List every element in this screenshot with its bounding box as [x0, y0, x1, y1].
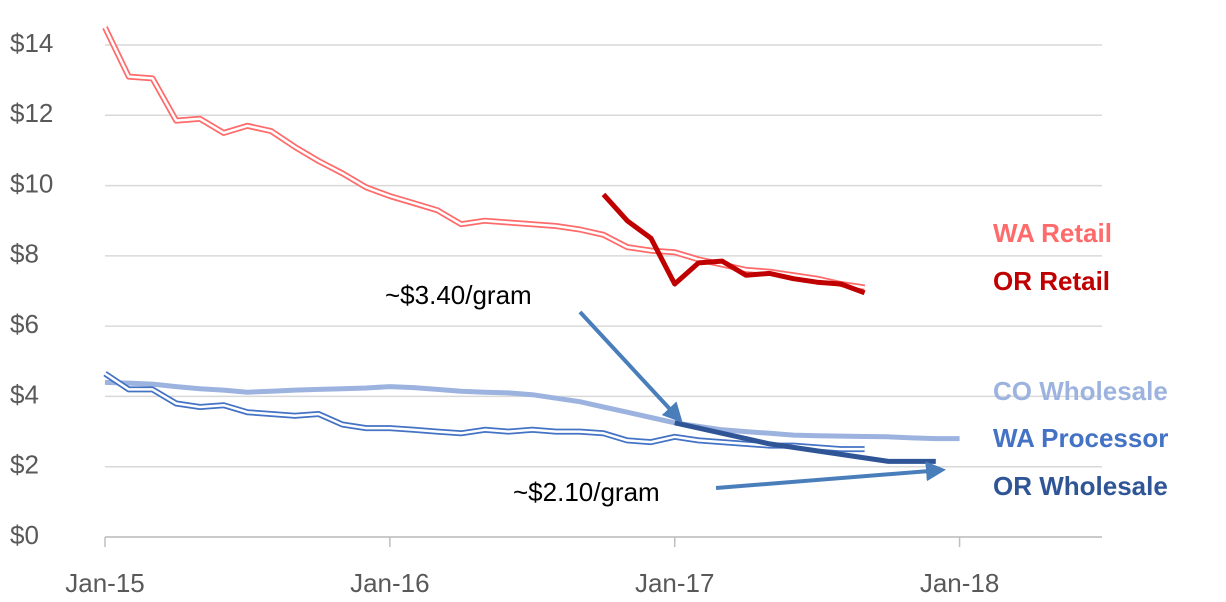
x-tick-label: Jan-15: [65, 568, 145, 598]
y-tick-label: $8: [10, 239, 39, 269]
legend-entry: WA Retail: [993, 218, 1112, 248]
annotation-arrow: [715, 461, 946, 490]
annotation: ~$3.40/gram: [385, 280, 532, 310]
series-line: [601, 192, 866, 296]
y-tick-label: $12: [10, 98, 53, 128]
y-tick-label: $6: [10, 309, 39, 339]
series-line: [102, 26, 866, 291]
legend-entry: OR Retail: [993, 266, 1110, 296]
series-line-inner: [104, 372, 865, 451]
series-line: [674, 420, 936, 464]
x-tick-label: Jan-17: [635, 568, 715, 598]
y-tick-label: $0: [10, 520, 39, 550]
legend-entry: CO Wholesale: [993, 376, 1168, 406]
legend-entry: WA Processor: [993, 423, 1168, 453]
y-tick-label: $10: [10, 168, 53, 198]
x-tick-label: Jan-18: [920, 568, 1000, 598]
annotation-arrow: [578, 310, 683, 423]
y-tick-label: $4: [10, 379, 39, 409]
legend-entry: OR Wholesale: [993, 471, 1168, 501]
series-line: [104, 379, 960, 442]
series-line-inner: [103, 26, 865, 289]
annotation: ~$2.10/gram: [513, 477, 660, 507]
y-tick-label: $2: [10, 450, 39, 480]
y-tick-label: $14: [10, 28, 53, 58]
x-tick-label: Jan-16: [350, 568, 430, 598]
